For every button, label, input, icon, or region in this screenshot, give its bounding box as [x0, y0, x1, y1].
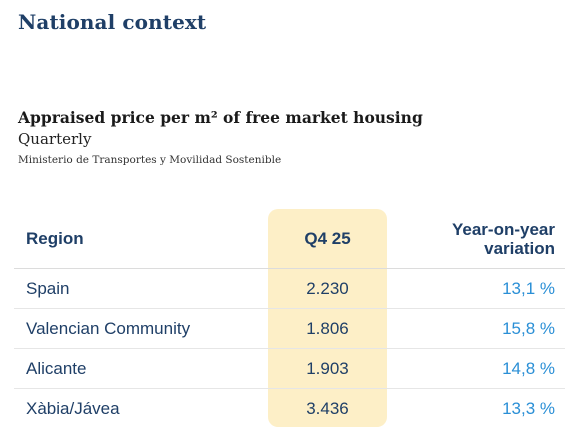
chart-source: Ministerio de Transportes y Movilidad So…	[18, 154, 282, 166]
highlighted-column-background	[268, 209, 387, 427]
value-cell: 1.806	[306, 318, 349, 338]
table-row: Alicante 1.903 14,8 %	[14, 349, 565, 389]
variation-cell: 13,1 %	[502, 278, 555, 298]
header-variation: Year-on-year variation	[387, 220, 565, 258]
header-variation-line2: variation	[484, 238, 555, 258]
table-row: Valencian Community 1.806 15,8 %	[14, 309, 565, 349]
variation-cell: 13,3 %	[502, 399, 555, 418]
header-q4-25: Q4 25	[304, 228, 351, 248]
value-cell: 3.436	[306, 399, 349, 418]
value-cell: 2.230	[306, 278, 349, 298]
chart-title: Appraised price per m² of free market ho…	[18, 108, 423, 127]
region-cell: Spain	[26, 278, 70, 298]
region-cell: Valencian Community	[26, 318, 191, 338]
header-region: Region	[26, 228, 84, 248]
variation-cell: 14,8 %	[502, 358, 555, 378]
value-cell: 1.903	[306, 358, 349, 378]
table-header-row: Region Q4 25 Year-on-year variation	[14, 209, 565, 269]
region-cell: Xàbia/Jávea	[26, 399, 120, 418]
variation-cell: 15,8 %	[502, 318, 555, 338]
section-title: National context	[18, 10, 207, 34]
header-variation-line1: Year-on-year	[452, 219, 555, 239]
price-table: Region Q4 25 Year-on-year variation Spai…	[14, 209, 565, 429]
table-row: Spain 2.230 13,1 %	[14, 269, 565, 309]
chart-subtitle: Quarterly	[18, 130, 92, 148]
table-row: Xàbia/Jávea 3.436 13,3 %	[14, 389, 565, 429]
region-cell: Alicante	[26, 358, 87, 378]
